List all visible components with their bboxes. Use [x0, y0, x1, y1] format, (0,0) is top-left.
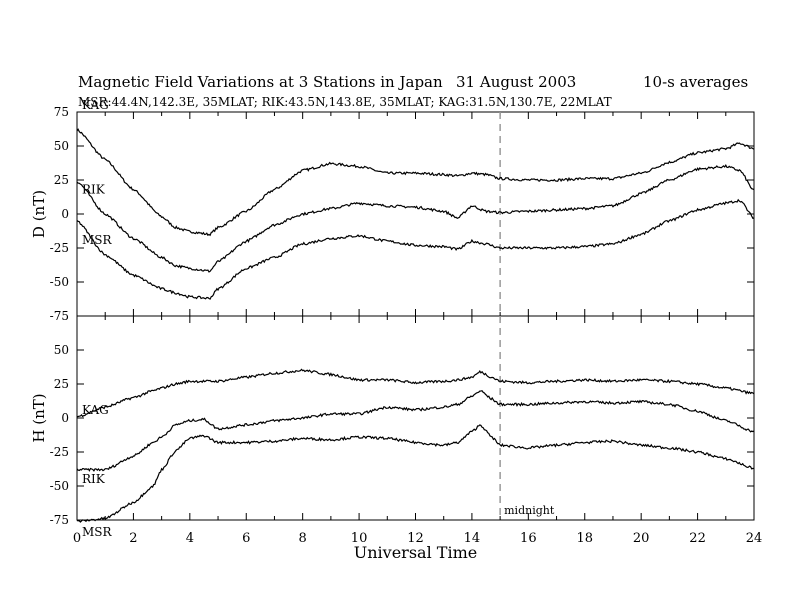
x-tick-label: 12 — [407, 531, 424, 546]
x-axis-label: Universal Time — [354, 543, 477, 562]
y-tick-label: 25 — [54, 173, 69, 187]
averaging-label: 10-s averages — [643, 73, 749, 91]
x-tick-label: 6 — [242, 531, 250, 546]
x-tick-label: 22 — [689, 531, 706, 546]
panel-frame-0 — [76, 111, 755, 317]
y-tick-label: 75 — [54, 105, 69, 119]
series-label-msr: MSR — [82, 233, 113, 247]
panel-frame-1 — [76, 315, 755, 521]
series-line-rik — [76, 390, 755, 472]
x-tick-label: 4 — [186, 531, 194, 546]
series-line-kag — [76, 128, 755, 237]
x-tick-label: 10 — [351, 531, 368, 546]
y-axis-label: H (nT) — [30, 393, 48, 442]
series-label-rik: RIK — [82, 472, 106, 486]
station-coordinates: MSR:44.4N,142.3E, 35MLAT; RIK:43.5N,143.… — [78, 95, 612, 109]
y-tick-label: 0 — [61, 207, 69, 221]
y-tick-label: -50 — [50, 479, 69, 493]
y-axis-label: D (nT) — [30, 190, 48, 238]
series-line-rik — [76, 163, 755, 273]
series-line-msr — [76, 424, 755, 523]
y-tick-label: 0 — [61, 411, 69, 425]
y-tick-label: -50 — [50, 275, 69, 289]
series-label-msr: MSR — [82, 525, 113, 539]
x-tick-label: 16 — [520, 531, 537, 546]
midnight-annotation: midnight — [504, 504, 555, 517]
y-tick-label: -25 — [50, 445, 69, 459]
x-tick-label: 20 — [633, 531, 650, 546]
series-label-kag: KAG — [82, 403, 109, 417]
series-line-msr — [76, 198, 755, 300]
x-tick-label: 0 — [73, 531, 81, 546]
y-tick-label: -25 — [50, 241, 69, 255]
y-tick-label: -75 — [50, 513, 69, 527]
series-label-rik: RIK — [82, 183, 106, 197]
series-label-kag: KAG — [82, 98, 109, 112]
y-tick-label: 50 — [54, 139, 69, 153]
x-tick-label: 24 — [746, 531, 763, 546]
chart-title: Magnetic Field Variations at 3 Stations … — [78, 73, 443, 91]
chart-date: 31 August 2003 — [456, 73, 577, 91]
x-tick-label: 18 — [576, 531, 593, 546]
y-tick-label: 25 — [54, 377, 69, 391]
x-tick-label: 14 — [464, 531, 481, 546]
x-tick-label: 8 — [299, 531, 307, 546]
series-line-kag — [76, 368, 755, 418]
y-tick-label: 50 — [54, 343, 69, 357]
y-tick-label: -75 — [50, 309, 69, 323]
x-tick-label: 2 — [129, 531, 137, 546]
